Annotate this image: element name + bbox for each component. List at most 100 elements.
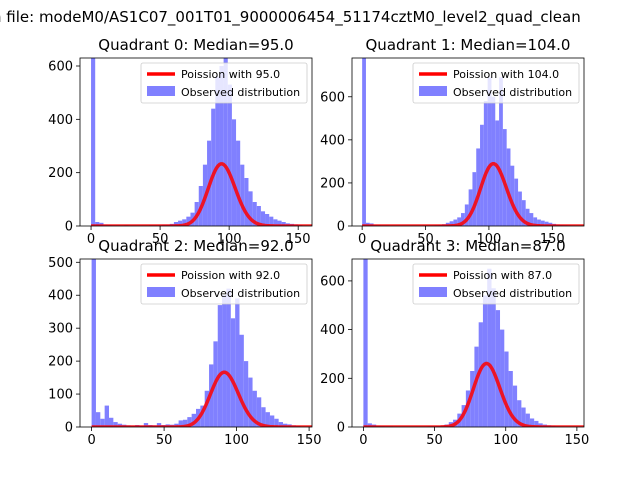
histogram-bar (252, 390, 257, 427)
y-tick-label: 0 (337, 421, 345, 436)
histogram-bar (487, 268, 492, 427)
histogram-bar (187, 417, 192, 427)
histogram-bar (226, 288, 231, 427)
histogram-bar (109, 417, 114, 427)
legend: Poission with 92.0 Observed distribution (140, 263, 308, 305)
histogram-bar (231, 119, 237, 226)
histogram-bar (223, 58, 228, 226)
histogram-bar (534, 420, 539, 427)
histogram-bar (544, 221, 549, 226)
histogram-bar (468, 189, 473, 226)
histogram-bar (506, 148, 511, 226)
x-tick-label: 50 (156, 433, 173, 448)
histogram-bar (476, 148, 481, 226)
legend-hist-label: Observed distribution (453, 86, 572, 99)
histogram-bar (269, 415, 275, 427)
histogram-bar (243, 361, 249, 427)
histogram-bar (173, 222, 179, 226)
histogram-bar (512, 385, 518, 427)
subplot-title: Quadrant 1: Median=104.0 (366, 36, 571, 54)
subplot-title: Quadrant 3: Median=87.0 (370, 237, 565, 255)
x-tick-label: 0 (87, 232, 95, 247)
x-tick-label: 100 (224, 433, 249, 448)
x-tick-label: 0 (358, 232, 366, 247)
histogram-bar (274, 418, 279, 427)
histogram-bar (236, 140, 241, 226)
histogram-bar (521, 200, 526, 226)
histogram-bar (277, 220, 282, 226)
histogram-bar (482, 295, 488, 427)
histogram-bar (227, 84, 232, 226)
axes-frame (351, 57, 585, 227)
x-tick-label: 150 (540, 232, 565, 247)
histogram-bar (95, 412, 101, 427)
y-tick-label: 600 (320, 274, 345, 289)
histogram-bar (235, 298, 240, 427)
histogram-bar (256, 397, 262, 427)
histogram-bar (240, 164, 245, 226)
axes-frame (79, 57, 313, 227)
axes-frame (79, 258, 313, 428)
x-tick-label: 0 (359, 433, 367, 448)
legend: Poission with 104.0 Observed distribution (412, 62, 580, 104)
histogram-bar (504, 351, 509, 427)
legend-curve-label: Poission with 95.0 (181, 68, 280, 81)
histogram-bar (100, 418, 105, 427)
legend-box (412, 62, 580, 104)
histogram-bar (362, 58, 366, 226)
histogram-bar (211, 108, 216, 226)
plot-area (91, 259, 312, 427)
legend-hist-label: Observed distribution (453, 287, 572, 300)
histogram-bar (260, 211, 266, 226)
histogram-bar (474, 346, 479, 427)
histogram-bar (480, 124, 484, 226)
x-tick-label: 50 (426, 433, 443, 448)
histogram-bar (261, 407, 266, 427)
y-tick-label: 500 (48, 256, 73, 271)
histogram-bar (265, 214, 270, 226)
histogram-bar (182, 219, 187, 226)
legend: Poission with 87.0 Observed distribution (412, 263, 580, 305)
histogram-bar (500, 329, 505, 427)
histogram-bar (502, 129, 507, 226)
histogram-bar (219, 66, 224, 226)
histogram-bar (265, 412, 270, 427)
legend-box (140, 263, 308, 305)
x-tick-label: 150 (286, 232, 311, 247)
histogram-bar (470, 371, 475, 427)
legend-curve-label: Poission with 104.0 (453, 68, 559, 81)
y-tick-label: 300 (48, 322, 73, 337)
legend-hist-swatch (147, 287, 175, 297)
histogram-bar (91, 259, 96, 427)
subplot-title: Quadrant 0: Median=95.0 (98, 36, 293, 54)
legend-hist-label: Observed distribution (181, 287, 300, 300)
histogram-bar (491, 96, 496, 226)
histogram-bar (217, 305, 223, 427)
histogram-bar (273, 219, 278, 226)
figure-suptitle: n file: modeM0/AS1C07_001T01_9000006454_… (0, 8, 581, 26)
legend-hist-swatch (419, 86, 447, 96)
histogram-bar (525, 413, 530, 427)
y-tick-label: 100 (48, 388, 73, 403)
histogram-bar (113, 422, 118, 427)
histogram-bar (483, 101, 488, 226)
histogram-bar (529, 213, 534, 226)
histogram-bar (244, 178, 249, 226)
histogram-bar (537, 219, 541, 226)
legend-curve-label: Poission with 87.0 (453, 269, 552, 282)
histogram-bar (222, 295, 227, 427)
histogram-bar (230, 318, 236, 427)
histogram-bar (156, 423, 162, 427)
histogram-bar (525, 208, 530, 226)
legend-hist-label: Observed distribution (181, 86, 300, 99)
subplot-title: Quadrant 2: Median=92.0 (98, 237, 293, 255)
histogram-bar (204, 390, 210, 427)
x-tick-label: 150 (297, 433, 322, 448)
histogram-bar (495, 120, 500, 226)
histogram-bar (449, 221, 454, 226)
histogram-bar (464, 204, 469, 226)
histogram-bar (95, 222, 100, 226)
x-tick-label: 0 (87, 433, 95, 448)
histogram-bar (367, 423, 372, 427)
histogram-bar (215, 76, 220, 226)
